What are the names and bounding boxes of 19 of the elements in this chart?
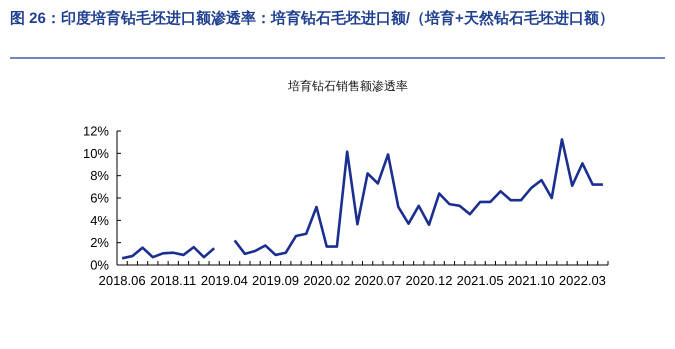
y-tick-label: 2% bbox=[90, 235, 110, 250]
x-tick-label: 2018.11 bbox=[150, 273, 196, 288]
x-tick-label: 2020.02 bbox=[303, 273, 350, 288]
x-tick-label: 2018.06 bbox=[98, 273, 146, 288]
y-tick-label: 4% bbox=[90, 212, 110, 228]
y-tick-label: 6% bbox=[90, 190, 110, 206]
x-tick-label: 2020.07 bbox=[354, 273, 402, 288]
chart-subtitle: 培育钻石销售额渗透率 bbox=[287, 79, 408, 93]
x-tick-label: 2021.05 bbox=[456, 273, 504, 288]
y-tick-label: 8% bbox=[90, 168, 110, 184]
x-tick-label: 2019.09 bbox=[252, 273, 300, 288]
chart-title: 图 26：印度培育钻毛坯进口额渗透率：培育钻石毛坯进口额/（培育+天然钻石毛坯进口额） bbox=[10, 9, 614, 27]
x-tick-label: 2020.12 bbox=[405, 273, 452, 288]
y-tick-label: 10% bbox=[82, 146, 110, 161]
x-tick-label: 2022.03 bbox=[558, 273, 606, 288]
x-tick-label: 2021.10 bbox=[508, 273, 555, 288]
y-tick-label: 0% bbox=[90, 258, 110, 272]
y-tick-label: 12% bbox=[82, 124, 110, 138]
x-tick-label: 2019.04 bbox=[200, 273, 248, 288]
